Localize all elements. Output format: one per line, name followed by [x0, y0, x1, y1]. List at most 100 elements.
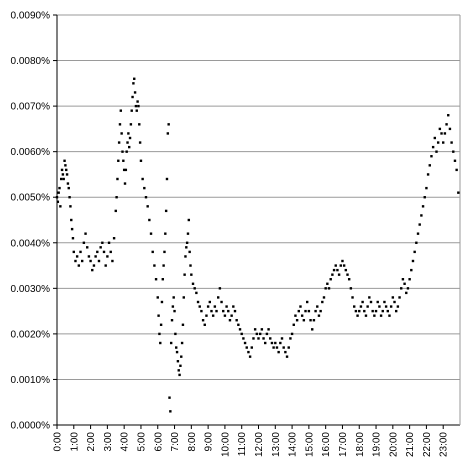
data-point [156, 296, 159, 299]
data-point [361, 300, 364, 304]
data-point [210, 309, 213, 313]
x-tick-label: 15:00 [304, 432, 315, 457]
data-point [284, 350, 287, 354]
data-point [122, 168, 126, 172]
data-point [213, 305, 217, 308]
x-tick-label: 18:00 [355, 432, 366, 457]
data-point [233, 309, 237, 313]
data-point [101, 241, 104, 244]
data-point [347, 278, 351, 281]
data-point [174, 332, 177, 336]
data-point [218, 287, 222, 290]
data-point [130, 109, 133, 112]
data-point [154, 278, 158, 281]
data-point [416, 232, 420, 235]
data-point [290, 332, 294, 336]
x-tick-label: 10:00 [220, 432, 231, 457]
data-point [435, 150, 438, 153]
data-point [258, 332, 262, 336]
data-point [175, 350, 179, 354]
data-point [96, 250, 99, 254]
data-point [70, 218, 73, 222]
data-point [132, 82, 135, 85]
data-point [242, 337, 245, 340]
y-tick-label: 0.0010% [11, 375, 51, 386]
data-point [452, 150, 455, 153]
data-point [305, 300, 309, 304]
data-point [376, 300, 379, 304]
data-point [117, 159, 120, 162]
data-point [189, 264, 192, 267]
data-point [339, 264, 342, 267]
data-point [267, 328, 270, 331]
data-point [177, 369, 180, 372]
data-point [250, 346, 253, 349]
data-point [128, 136, 132, 140]
data-point [426, 173, 430, 176]
data-point [262, 337, 265, 340]
data-point [247, 350, 250, 354]
data-point [89, 259, 92, 263]
data-point [169, 341, 173, 345]
x-tick-label: 21:00 [405, 432, 416, 457]
data-point [413, 250, 416, 254]
data-point [448, 127, 452, 131]
data-point [99, 246, 102, 249]
x-tick-label: 3:00 [103, 432, 114, 452]
data-point [364, 314, 368, 317]
data-point [75, 255, 79, 258]
data-point [57, 191, 60, 194]
data-point [374, 309, 378, 313]
data-point [206, 305, 210, 308]
data-point [118, 123, 122, 126]
y-tick-label: 0.0040% [11, 238, 51, 249]
data-point [316, 305, 319, 308]
data-point [408, 278, 411, 281]
data-point [366, 305, 369, 308]
data-point [238, 328, 242, 331]
data-point [445, 123, 448, 126]
data-point [133, 91, 137, 94]
data-point [227, 309, 230, 313]
x-tick-label: 7:00 [170, 432, 181, 452]
data-point [406, 287, 410, 290]
data-point [104, 264, 107, 267]
data-point [403, 282, 406, 285]
x-tick-label: 23:00 [439, 432, 450, 457]
data-point [196, 300, 200, 304]
data-point [77, 264, 81, 267]
data-point [230, 314, 233, 317]
data-point [401, 278, 405, 281]
data-point [72, 250, 75, 254]
data-point [327, 287, 331, 290]
data-point [138, 123, 141, 126]
data-point [180, 355, 183, 358]
data-point [164, 209, 168, 213]
data-point [440, 132, 443, 135]
data-point [438, 127, 442, 131]
data-point [368, 296, 371, 299]
data-point [228, 319, 232, 322]
data-point [121, 150, 124, 153]
data-point [433, 136, 437, 140]
data-point [193, 287, 196, 290]
data-point [200, 309, 203, 313]
data-point [151, 250, 154, 254]
data-point [421, 205, 425, 208]
data-point [391, 296, 395, 299]
data-point [84, 232, 87, 235]
data-point [235, 319, 238, 322]
data-point [164, 232, 167, 235]
y-tick-label: 0.0050% [11, 193, 51, 204]
data-point [120, 132, 123, 135]
data-point [285, 355, 289, 358]
data-point [107, 241, 111, 244]
data-point [60, 168, 64, 172]
data-point [252, 337, 255, 340]
data-point [269, 337, 272, 340]
data-point [373, 314, 376, 317]
data-point [63, 159, 66, 162]
data-point [187, 218, 191, 222]
